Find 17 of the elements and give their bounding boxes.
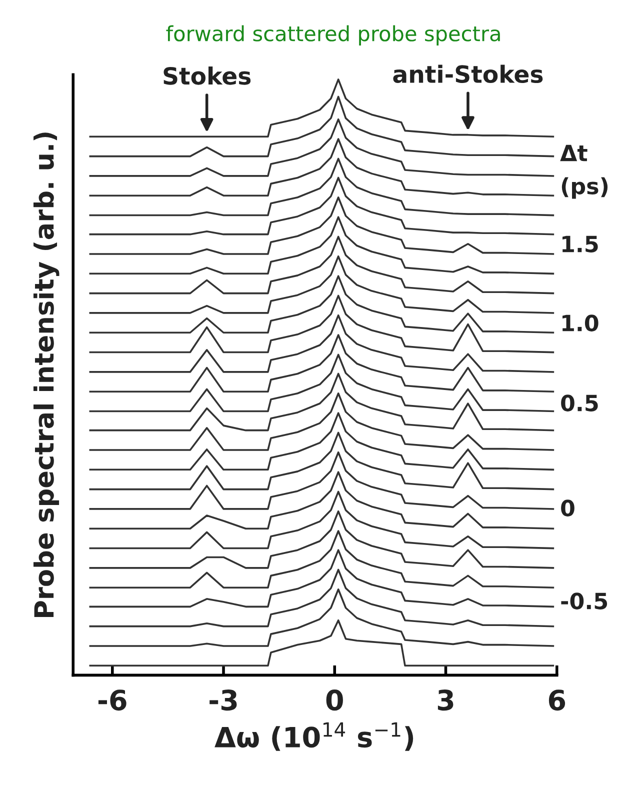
chart-title: forward scattered probe spectra [166, 25, 500, 46]
x-tick-label: 3 [438, 690, 454, 711]
x-tick-label: 6 [548, 690, 566, 711]
text: -0.5 [561, 592, 608, 610]
text: (ps) [562, 177, 608, 199]
x-tick-label: -6 [98, 690, 126, 711]
text: 0 [561, 500, 574, 516]
annotation: anti-Stokes [393, 64, 543, 84]
text: Δt [560, 144, 588, 162]
x-tick-label: -3 [210, 690, 237, 711]
text: 1.5 [562, 236, 598, 252]
text: 1.0 [562, 314, 598, 332]
text: 0.5 [561, 394, 598, 412]
x-tick-label: 0 [326, 690, 343, 711]
y-axis-title: Probe spectral intensity (arb. u.) [33, 132, 60, 617]
x-axis-title: Δω (10$^{14}$ s$^{−1}$) [214, 722, 414, 751]
annotation: Stokes [164, 66, 251, 85]
